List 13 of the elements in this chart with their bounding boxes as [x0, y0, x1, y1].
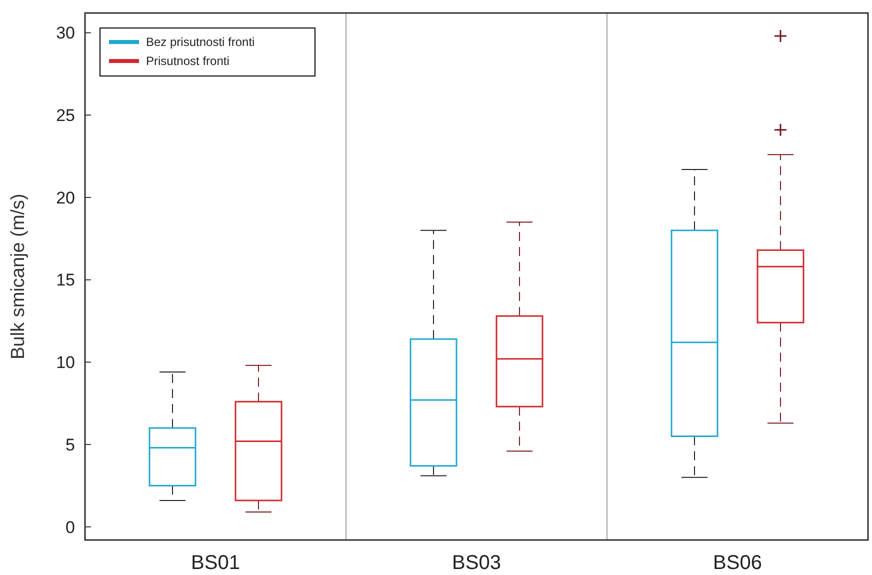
x-tick-label: BS06 — [713, 552, 762, 574]
legend-label: Prisutnost fronti — [146, 54, 230, 68]
y-tick-label: 20 — [56, 188, 75, 208]
x-tick-label: BS03 — [452, 552, 501, 574]
y-tick-label: 30 — [56, 24, 75, 43]
legend-label: Bez prisutnosti fronti — [146, 35, 255, 50]
y-tick-label: 5 — [66, 435, 75, 454]
y-tick-label: 10 — [56, 353, 75, 372]
y-tick-label: 0 — [66, 518, 75, 537]
x-tick-label: BS01 — [191, 552, 240, 574]
y-tick-label: 25 — [56, 106, 75, 126]
y-axis-title: Bulk smicanje (m/s) — [8, 194, 29, 360]
y-tick-label: 15 — [56, 270, 75, 290]
